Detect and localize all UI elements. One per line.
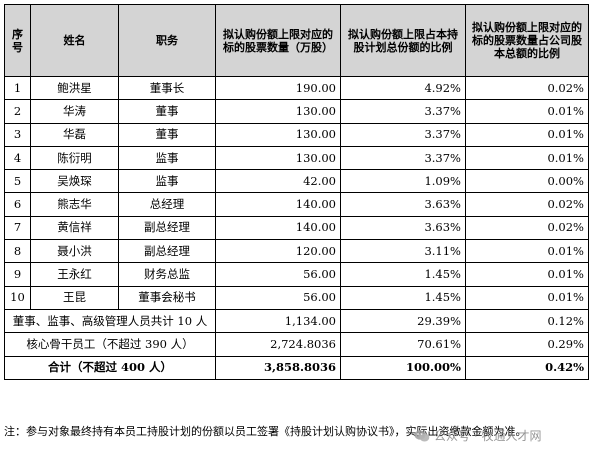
row-plan-pct: 1.45% <box>340 262 466 287</box>
row-no: 7 <box>4 215 31 241</box>
row-name: 吴焕琛 <box>30 169 119 194</box>
row-capital-pct: 0.01% <box>465 122 589 147</box>
row-no: 8 <box>4 239 31 264</box>
row-title: 董事会秘书 <box>118 285 216 310</box>
table-header-row: 序号 姓名 职务 拟认购份额上限对应的标的股票数量（万股） 拟认购份额上限占本持… <box>4 4 589 77</box>
row-name: 华涛 <box>30 99 119 124</box>
row-no: 5 <box>4 169 31 194</box>
row-plan-pct: 3.63% <box>340 215 466 241</box>
table-row: 8 聂小洪 副总经理 120.00 3.11% 0.01% <box>4 239 589 264</box>
row-shares: 42.00 <box>215 169 341 194</box>
header-capital-pct: 拟认购份额上限对应的标的股票数量占公司股本总额的比例 <box>465 4 589 77</box>
table-row: 10 王昆 董事会秘书 56.00 1.45% 0.01% <box>4 285 589 310</box>
row-plan-pct: 1.45% <box>340 285 466 310</box>
row-shares: 130.00 <box>215 99 341 124</box>
total-label: 合计（不超过 400 人） <box>4 355 216 380</box>
row-no: 4 <box>4 145 31 171</box>
row-name: 王昆 <box>30 285 119 310</box>
row-no: 3 <box>4 122 31 147</box>
row-name: 陈衍明 <box>30 145 119 171</box>
core-plan-pct: 70.61% <box>340 332 466 357</box>
core-capital-pct: 0.29% <box>465 332 589 357</box>
table-row: 3 华磊 董事 130.00 3.37% 0.01% <box>4 122 589 147</box>
row-capital-pct: 0.01% <box>465 285 589 310</box>
core-label: 核心骨干员工（不超过 390 人） <box>4 332 216 357</box>
row-shares: 140.00 <box>215 192 341 217</box>
table-row: 9 王永红 财务总监 56.00 1.45% 0.01% <box>4 262 589 287</box>
header-plan-pct: 拟认购份额上限占本持股计划总份额的比例 <box>340 4 466 77</box>
footnote: 注：参与对象最终持有本员工持股计划的份额以员工签署《持股计划认购协议书》，实际出… <box>4 425 527 438</box>
row-capital-pct: 0.01% <box>465 262 589 287</box>
row-plan-pct: 3.11% <box>340 239 466 264</box>
row-title: 副总经理 <box>118 239 216 264</box>
row-name: 华磊 <box>30 122 119 147</box>
row-name: 鲍洪星 <box>30 75 119 101</box>
row-capital-pct: 0.02% <box>465 75 589 101</box>
watermark: 公众号 · 牧通人才网 <box>414 427 541 444</box>
row-plan-pct: 4.92% <box>340 75 466 101</box>
header-shares: 拟认购份额上限对应的标的股票数量（万股） <box>215 4 341 77</box>
row-capital-pct: 0.02% <box>465 192 589 217</box>
row-plan-pct: 3.63% <box>340 192 466 217</box>
row-plan-pct: 3.37% <box>340 122 466 147</box>
row-shares: 56.00 <box>215 285 341 310</box>
row-shares: 190.00 <box>215 75 341 101</box>
row-title: 副总经理 <box>118 215 216 241</box>
row-shares: 120.00 <box>215 239 341 264</box>
row-no: 6 <box>4 192 31 217</box>
total-capital-pct: 0.42% <box>465 355 589 380</box>
total-plan-pct: 100.00% <box>340 355 466 380</box>
row-title: 董事 <box>118 122 216 147</box>
row-capital-pct: 0.01% <box>465 239 589 264</box>
header-name: 姓名 <box>30 4 119 77</box>
employee-stock-plan-table: 序号 姓名 职务 拟认购份额上限对应的标的股票数量（万股） 拟认购份额上限占本持… <box>4 4 589 380</box>
row-title: 监事 <box>118 145 216 171</box>
row-no: 10 <box>4 285 31 310</box>
row-plan-pct: 1.09% <box>340 169 466 194</box>
watermark-text: 公众号 · 牧通人才网 <box>434 429 542 443</box>
row-name: 黄信祥 <box>30 215 119 241</box>
core-staff-row: 核心骨干员工（不超过 390 人） 2,724.8036 70.61% 0.29… <box>4 332 589 357</box>
row-no: 9 <box>4 262 31 287</box>
row-plan-pct: 3.37% <box>340 99 466 124</box>
total-row: 合计（不超过 400 人） 3,858.8036 100.00% 0.42% <box>4 355 589 380</box>
row-shares: 130.00 <box>215 122 341 147</box>
row-capital-pct: 0.00% <box>465 169 589 194</box>
row-no: 1 <box>4 75 31 101</box>
table-row: 6 熊志华 总经理 140.00 3.63% 0.02% <box>4 192 589 217</box>
subtotal-row: 董事、监事、高级管理人员共计 10 人 1,134.00 29.39% 0.12… <box>4 308 589 334</box>
row-plan-pct: 3.37% <box>340 145 466 171</box>
subtotal-plan-pct: 29.39% <box>340 308 466 334</box>
row-title: 财务总监 <box>118 262 216 287</box>
row-title: 总经理 <box>118 192 216 217</box>
row-name: 熊志华 <box>30 192 119 217</box>
total-shares: 3,858.8036 <box>215 355 341 380</box>
row-title: 董事长 <box>118 75 216 101</box>
row-capital-pct: 0.01% <box>465 145 589 171</box>
table-row: 2 华涛 董事 130.00 3.37% 0.01% <box>4 99 589 124</box>
table-row: 1 鲍洪星 董事长 190.00 4.92% 0.02% <box>4 75 589 101</box>
table-row: 5 吴焕琛 监事 42.00 1.09% 0.00% <box>4 169 589 194</box>
row-title: 监事 <box>118 169 216 194</box>
core-shares: 2,724.8036 <box>215 332 341 357</box>
table-row: 7 黄信祥 副总经理 140.00 3.63% 0.02% <box>4 215 589 241</box>
subtotal-capital-pct: 0.12% <box>465 308 589 334</box>
table-row: 4 陈衍明 监事 130.00 3.37% 0.01% <box>4 145 589 171</box>
row-capital-pct: 0.02% <box>465 215 589 241</box>
row-name: 聂小洪 <box>30 239 119 264</box>
row-title: 董事 <box>118 99 216 124</box>
row-shares: 130.00 <box>215 145 341 171</box>
row-shares: 140.00 <box>215 215 341 241</box>
row-no: 2 <box>4 99 31 124</box>
row-name: 王永红 <box>30 262 119 287</box>
wechat-icon <box>414 429 430 441</box>
subtotal-label: 董事、监事、高级管理人员共计 10 人 <box>4 308 216 334</box>
row-capital-pct: 0.01% <box>465 99 589 124</box>
header-no: 序号 <box>4 4 31 77</box>
header-title: 职务 <box>118 4 216 77</box>
subtotal-shares: 1,134.00 <box>215 308 341 334</box>
row-shares: 56.00 <box>215 262 341 287</box>
